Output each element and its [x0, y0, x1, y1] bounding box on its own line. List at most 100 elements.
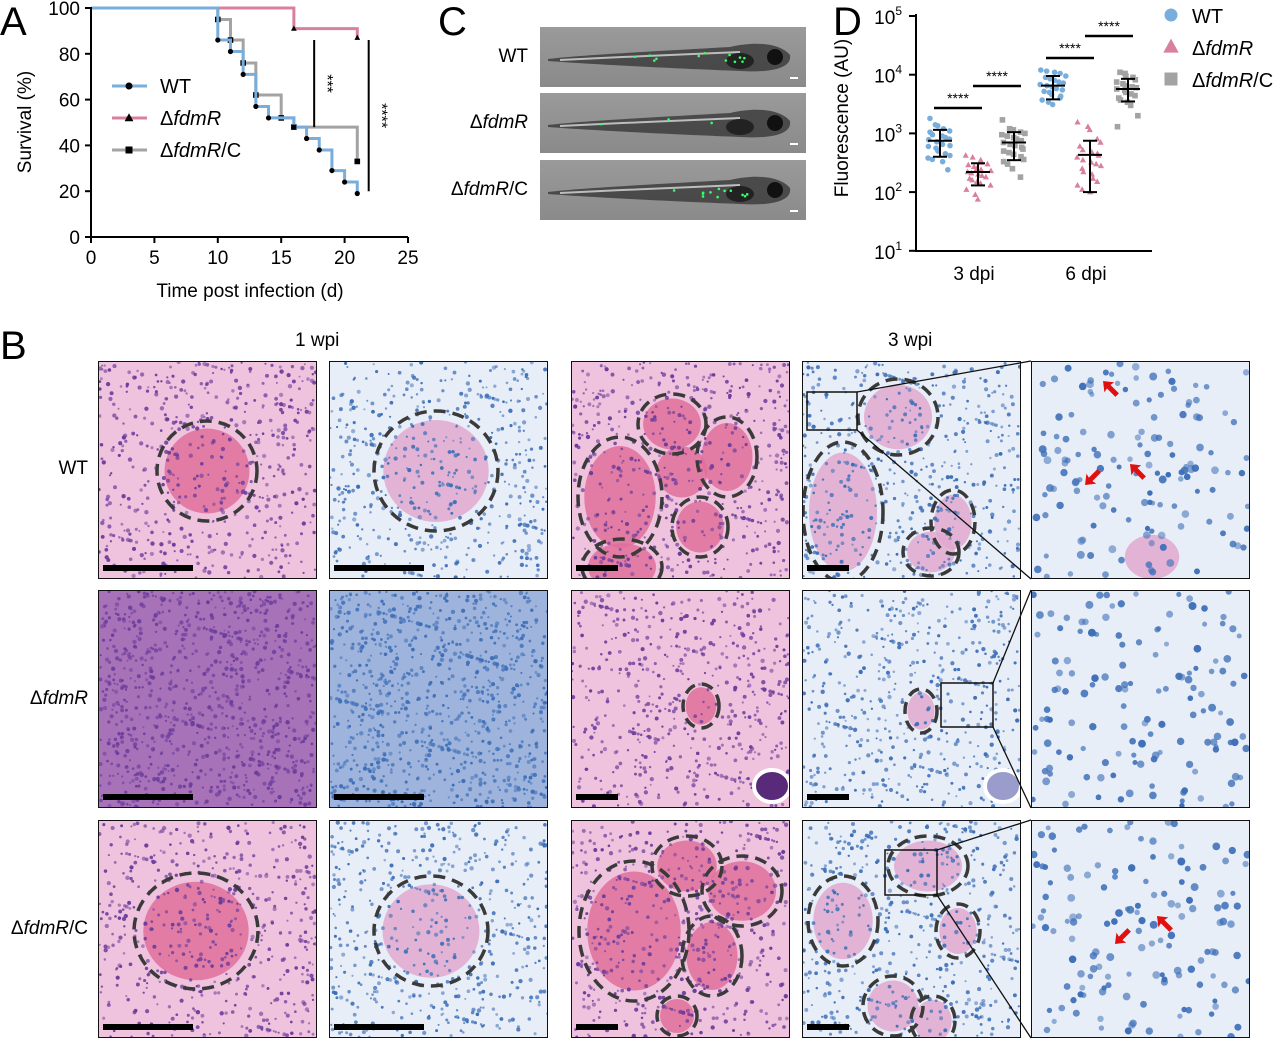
cell-nucleus	[1017, 527, 1020, 530]
cell-nucleus	[716, 773, 720, 777]
cell-nucleus	[450, 674, 455, 679]
cell-nucleus	[811, 650, 814, 654]
cell-nucleus	[411, 674, 414, 677]
cell-nucleus	[766, 490, 771, 495]
cell-nucleus	[134, 540, 139, 544]
cell-nucleus	[114, 689, 119, 694]
cell-nucleus	[398, 743, 403, 747]
cell-nucleus	[352, 437, 357, 442]
cell-nucleus	[471, 755, 475, 758]
cell-nucleus	[173, 385, 177, 389]
cell-nucleus	[542, 686, 546, 690]
cell-nucleus	[913, 472, 918, 477]
cell-nucleus	[637, 799, 642, 804]
cell-nucleus	[297, 487, 302, 492]
cell-nucleus	[938, 678, 943, 683]
cell-nucleus	[726, 723, 730, 726]
cell-nucleus	[708, 640, 713, 646]
cell-nucleus	[582, 405, 585, 408]
cell-nucleus	[200, 754, 206, 760]
cell-nucleus	[627, 366, 632, 371]
cell-nucleus	[376, 479, 379, 482]
cell-nucleus	[452, 651, 458, 656]
cell-nucleus	[778, 622, 782, 626]
cell-nucleus	[308, 788, 312, 793]
cell-nucleus	[859, 465, 863, 469]
cell-nucleus	[782, 648, 786, 652]
cell-nucleus	[519, 636, 524, 641]
cell-nucleus	[405, 435, 409, 438]
cell-nucleus	[363, 591, 368, 595]
cell-nucleus	[172, 700, 176, 704]
cell-nucleus	[459, 441, 463, 444]
cell-nucleus	[164, 397, 169, 401]
cell-nucleus	[649, 567, 653, 570]
cell-nucleus	[434, 625, 439, 630]
cell-nucleus	[979, 534, 982, 537]
cell-nucleus	[619, 784, 623, 788]
cell-nucleus	[466, 688, 470, 693]
cell-nucleus	[206, 652, 210, 655]
cell-nucleus	[116, 763, 121, 768]
cell-nucleus	[287, 608, 291, 612]
cell-nucleus	[918, 386, 921, 389]
cell-nucleus	[841, 513, 844, 516]
cell-nucleus	[504, 722, 508, 727]
data-point	[1076, 143, 1083, 149]
cell-nucleus	[1171, 503, 1178, 509]
cell-nucleus	[120, 686, 124, 690]
cell-nucleus	[737, 626, 742, 631]
cell-nucleus	[634, 459, 637, 462]
cell-nucleus	[379, 709, 383, 713]
cell-nucleus	[300, 560, 303, 564]
label-prefix: Δ	[160, 140, 173, 162]
cell-nucleus	[99, 380, 101, 383]
cell-nucleus	[480, 690, 484, 694]
cell-nucleus	[532, 757, 536, 762]
cell-nucleus	[625, 395, 630, 400]
cell-nucleus	[360, 636, 365, 641]
cell-nucleus	[444, 379, 447, 382]
cell-nucleus	[334, 549, 338, 554]
cell-nucleus	[977, 404, 981, 408]
cell-nucleus	[591, 804, 596, 807]
cell-nucleus	[196, 626, 201, 631]
cell-nucleus	[927, 502, 932, 507]
cell-nucleus	[408, 643, 412, 647]
cell-nucleus	[476, 392, 480, 396]
cell-nucleus	[883, 499, 888, 504]
cell-nucleus	[411, 639, 414, 642]
cell-nucleus	[411, 591, 416, 596]
cell-nucleus	[505, 783, 509, 786]
cell-nucleus	[720, 473, 723, 476]
cell-nucleus	[128, 781, 132, 784]
cell-nucleus	[422, 401, 425, 404]
cell-nucleus	[123, 627, 126, 630]
cell-nucleus	[462, 766, 466, 770]
cell-nucleus	[524, 717, 528, 721]
cell-nucleus	[99, 443, 104, 447]
cell-nucleus	[1039, 380, 1046, 388]
cell-nucleus	[913, 438, 918, 442]
cell-nucleus	[475, 689, 481, 695]
cell-nucleus	[355, 607, 360, 612]
cell-nucleus	[740, 506, 743, 510]
cell-nucleus	[520, 740, 524, 744]
cell-nucleus	[391, 607, 396, 612]
cell-nucleus	[454, 468, 458, 472]
cell-nucleus	[674, 786, 679, 791]
cell-nucleus	[1183, 473, 1191, 481]
data-point	[947, 142, 953, 149]
cell-nucleus	[518, 609, 522, 613]
cell-nucleus	[1011, 488, 1015, 492]
cell-nucleus	[918, 406, 922, 410]
cell-nucleus	[764, 544, 768, 548]
cell-nucleus	[334, 599, 337, 602]
cell-nucleus	[449, 537, 454, 542]
cell-nucleus	[1086, 380, 1094, 389]
cell-nucleus	[378, 432, 382, 436]
cell-nucleus	[126, 770, 130, 773]
cell-nucleus	[507, 779, 510, 782]
cell-nucleus	[311, 770, 316, 774]
cell-nucleus	[1108, 545, 1117, 554]
